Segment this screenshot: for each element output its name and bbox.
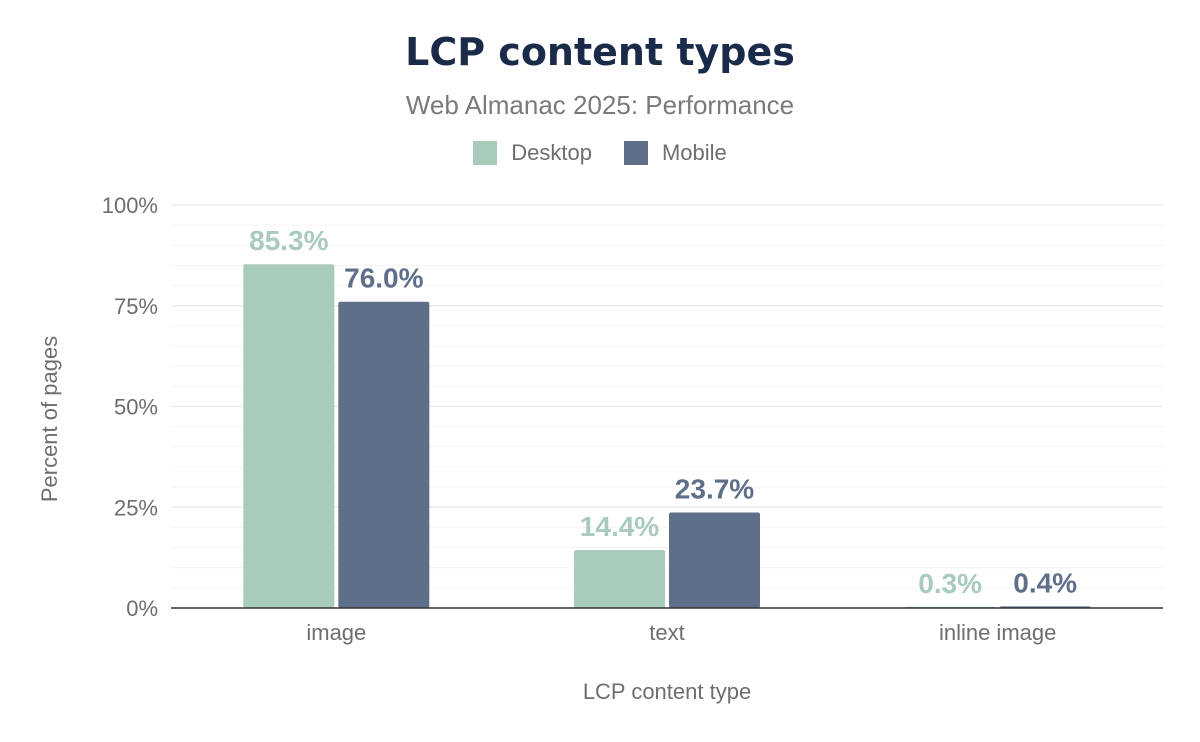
- bar-desktop: [574, 549, 665, 608]
- y-tick-label: 25%: [114, 495, 158, 520]
- y-tick-label: 75%: [114, 294, 158, 319]
- legend-item-desktop[interactable]: Desktop: [473, 140, 592, 166]
- legend-item-mobile[interactable]: Mobile: [623, 140, 727, 166]
- bar-desktop: [243, 264, 335, 608]
- x-tick-label: inline image: [939, 620, 1056, 645]
- y-tick-label: 0%: [126, 596, 158, 621]
- legend-label-mobile: Mobile: [661, 140, 727, 165]
- legend-swatch-desktop: [473, 141, 498, 165]
- legend-swatch-mobile: [623, 141, 648, 165]
- x-axis-title: LCP content type: [583, 679, 751, 704]
- y-axis-title: Percent of pages: [37, 336, 62, 502]
- axes: 0% 25% 50% 75% 100% image text inline image: [102, 193, 1163, 645]
- data-label-desktop: 0.3%: [918, 568, 982, 599]
- grid: [171, 204, 1163, 589]
- data-label-mobile: 0.4%: [1013, 567, 1077, 598]
- chart-subtitle: Web Almanac 2025: Performance: [405, 90, 795, 120]
- y-tick-label: 100%: [102, 193, 158, 218]
- data-label-mobile: 76.0%: [344, 263, 423, 294]
- data-label-desktop: 14.4%: [580, 511, 659, 542]
- bar-mobile: [338, 301, 430, 608]
- legend-label-desktop: Desktop: [511, 140, 592, 165]
- data-labels: 85.3% 76.0% 14.4% 23.7% 0.3% 0.4%: [249, 225, 1077, 599]
- x-tick-label: image: [306, 620, 366, 645]
- data-label-mobile: 23.7%: [675, 473, 754, 504]
- bars: [243, 264, 1091, 608]
- y-tick-label: 50%: [114, 395, 158, 420]
- x-tick-label: text: [649, 620, 684, 645]
- legend: Desktop Mobile: [0, 140, 1200, 166]
- bar-mobile: [669, 512, 760, 608]
- data-label-desktop: 85.3%: [249, 225, 328, 256]
- chart-title: LCP content types: [405, 30, 795, 74]
